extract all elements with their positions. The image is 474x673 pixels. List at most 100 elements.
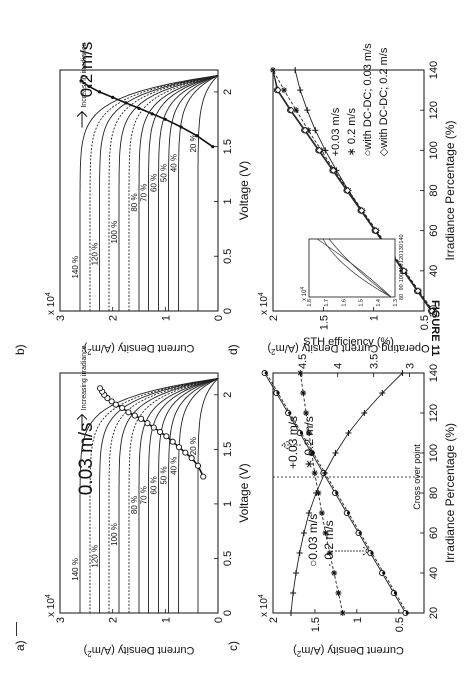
curve-label: 140 % [71,256,80,279]
inset-frame [308,238,396,298]
operating-point-marker [195,134,199,138]
series-marker [299,431,304,435]
x-tick-label: 20 [428,607,440,619]
series-marker [321,470,328,476]
operating-point-marker [111,95,115,99]
x-tick-label: 140 [428,364,440,382]
y2-tick-label: 4 [333,363,345,369]
y-axis-label-end: ) [84,644,88,656]
series-marker [305,430,312,436]
series-marker [428,307,436,315]
x-tick-label: 1 [222,198,234,204]
annotation-arrow [76,110,88,128]
inset-y-multiplier-base: x 10 [302,289,308,301]
curve-label: 100 % [110,221,119,244]
x-tick-label: 120 [428,101,440,119]
curve-label: 80 % [130,193,139,211]
series-marker [322,530,329,536]
iv-curve [158,378,219,613]
y-tick-label: 1 [369,315,381,321]
y-tick-label: 1.5 [318,315,330,330]
iv-curve-unlabeled [128,75,219,311]
y-tick-label: 1 [160,315,172,321]
x-tick-label: 0.5 [222,249,234,264]
curve-label: 80 % [130,496,139,514]
y-tick-label: 3 [55,617,67,623]
operating-point-marker [188,455,195,462]
y-multiplier-base: x 10 [46,598,57,617]
series-marker [292,67,299,73]
inset-y-tick-label: 1.3 [393,299,399,307]
iv-curve [178,75,219,311]
series-marker [358,531,362,535]
series-marker [414,287,422,295]
y-tick-label: 2 [268,617,280,623]
y-tick-label: 2 [268,315,280,321]
iv-curve-unlabeled [89,378,219,613]
x-tick-label: 40 [428,567,440,579]
operating-point-marker [125,409,132,416]
y-axis-label-main: Current Density (A/m [301,644,404,656]
operating-point-marker [169,438,176,445]
y-multiplier-base: x 10 [259,598,270,617]
operating-point-marker [87,84,91,89]
series-marker [370,551,374,555]
x-tick-label: 1.5 [222,442,234,457]
curve-label: 100 % [110,523,119,546]
series-marker [290,590,297,596]
panel-label: c) [226,641,240,651]
operating-point-marker [79,79,83,83]
operating-point-marker [97,90,102,94]
panel-a: 0 0.5 1 1.5 2 0 1 2 3 Voltage (V) Current Density … [13,345,251,658]
figure-caption: FIGURE 11 [429,300,441,357]
inset-y-tick-label: 1.6 [341,299,347,307]
series-marker [274,86,282,94]
x-axis-label: Irradiance Percentage (%) [443,423,457,563]
operating-point-marker [211,145,215,149]
series-marker [296,550,303,556]
iv-curve [99,75,219,311]
operating-point-marker [112,401,119,408]
series-marker [335,491,339,495]
inset-y-multiplier-exp: 4 [300,287,306,290]
iv-curve [197,378,219,613]
series-marker [358,207,366,215]
inset-curve [328,238,392,298]
iv-curve [158,75,219,311]
x-axis-label: Irradiance Percentage (%) [443,120,457,260]
series-marker [343,186,352,195]
y-multiplier: x 104 [45,292,57,315]
x-tick-label: 100 [428,141,440,159]
series-marker [287,106,295,114]
series-marker [276,391,280,395]
y-axis-label: Operating Current Density (A/m2) [267,342,429,356]
x-axis-label: Voltage (V) [237,161,251,220]
legend-entry-right: +0.03 m/s [286,416,300,469]
iv-curve [197,75,219,311]
iv-curve-unlabeled [89,75,219,311]
legend-entry-left: ○0.03 m/s [306,514,320,567]
operating-point-marker [157,428,164,435]
operating-point-marker [163,433,170,440]
operating-point-marker [144,420,151,427]
series-marker [297,87,304,94]
y-tick-label: 0 [213,617,225,623]
x-tick-label: 2 [222,89,234,95]
operating-point-marker [108,398,115,405]
y-axis-label: Current Density (A/m2) [293,644,404,658]
y-axis-label: Current Density (A/m2) [84,644,195,658]
y-tick-label: 0.5 [419,315,431,330]
annotation-text: Increasing irradiance [81,345,88,410]
iv-curve-unlabeled [108,75,219,311]
series-marker [311,470,318,476]
panel-title: 0.03 m/s [76,422,97,495]
crossover-label: Cross over point [412,444,422,510]
x-tick-label: 0.5 [222,551,234,566]
inset-y-multiplier: x 104 [300,287,308,301]
series-marker [379,390,386,396]
operating-point-marker [179,125,183,129]
inset-y-tick-label: 1.7 [324,299,330,307]
legend-entry-right: ∗ 0.2 m/s [302,416,316,469]
